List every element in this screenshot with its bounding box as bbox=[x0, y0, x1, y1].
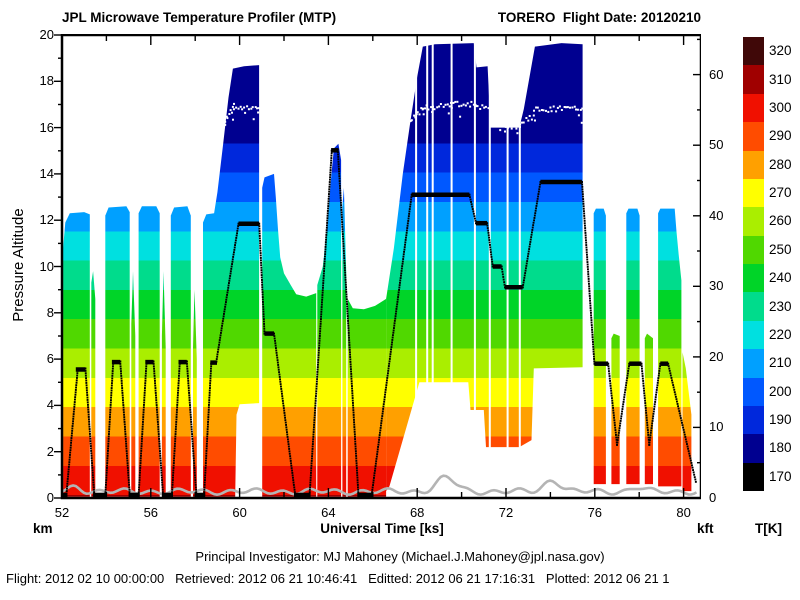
colorbar-tick-230: 230 bbox=[769, 298, 792, 314]
colorbar-tick-270: 270 bbox=[769, 185, 792, 201]
colorbar-band-220 bbox=[743, 320, 764, 350]
y-tick-12: 12 bbox=[39, 212, 54, 228]
colorbar-band-190 bbox=[743, 405, 764, 435]
data-gap-line bbox=[426, 37, 429, 490]
colorbar-tick-210: 210 bbox=[769, 355, 792, 371]
curtain-column bbox=[317, 143, 342, 497]
colorbar-tick-300: 300 bbox=[769, 99, 792, 115]
y-tick-18: 18 bbox=[39, 73, 54, 89]
curtain-column bbox=[105, 206, 130, 497]
colorbar-tick-320: 320 bbox=[769, 43, 792, 59]
kft-tick-60: 60 bbox=[709, 66, 724, 82]
y-tick-8: 8 bbox=[46, 304, 54, 320]
kft-tick-0: 0 bbox=[709, 490, 717, 505]
y-tick-16: 16 bbox=[39, 119, 54, 135]
data-gap-line bbox=[450, 37, 453, 490]
kft-tick-20: 20 bbox=[709, 348, 724, 364]
data-gap-line bbox=[431, 37, 434, 490]
colorbar-band-230 bbox=[743, 292, 764, 321]
curtain-column bbox=[193, 289, 197, 497]
page-title: JPL Microwave Temperature Profiler (MTP) bbox=[62, 10, 337, 25]
colorbar-band-290 bbox=[743, 122, 764, 151]
curtain-column bbox=[644, 333, 653, 485]
data-gap-line bbox=[415, 37, 418, 490]
colorbar-band-170 bbox=[743, 462, 764, 491]
curtain-column bbox=[611, 333, 620, 485]
y-tick-10: 10 bbox=[39, 258, 54, 274]
km-unit-label: km bbox=[33, 521, 53, 536]
curtain-column bbox=[138, 206, 160, 497]
kft-tick-50: 50 bbox=[709, 137, 724, 153]
colorbar-tick-200: 200 bbox=[769, 383, 792, 399]
curtain-column bbox=[593, 208, 606, 485]
x-tick-80: 80 bbox=[676, 505, 691, 520]
x-tick-72: 72 bbox=[498, 505, 514, 520]
x-tick-60: 60 bbox=[232, 505, 247, 520]
x-axis-label: Universal Time [ks] bbox=[320, 521, 444, 536]
kft-tick-40: 40 bbox=[709, 207, 724, 223]
x-tick-68: 68 bbox=[409, 505, 425, 520]
file-info-line: Flight: 2012 02 10 00:00:00 Retrieved: 2… bbox=[6, 571, 670, 586]
curtain-column bbox=[347, 298, 387, 497]
principal-investigator-line: Principal Investigator: MJ Mahoney (Mich… bbox=[195, 549, 605, 564]
colorbar-band-180 bbox=[743, 434, 764, 463]
curtain-column bbox=[63, 212, 90, 497]
colorbar-band-310 bbox=[743, 65, 764, 94]
curtain-column bbox=[386, 43, 583, 492]
data-gap-line bbox=[518, 37, 521, 490]
colorbar-tick-280: 280 bbox=[769, 156, 792, 172]
y-tick-20: 20 bbox=[39, 27, 54, 42]
data-gap-line bbox=[473, 37, 476, 490]
plot-area[interactable] bbox=[50, 34, 701, 500]
data-gap-line bbox=[506, 37, 509, 490]
y-tick-6: 6 bbox=[46, 351, 54, 367]
colorbar-tick-250: 250 bbox=[769, 241, 792, 257]
curtain-column bbox=[91, 271, 96, 497]
colorbar-tick-180: 180 bbox=[769, 440, 792, 456]
x-tick-52: 52 bbox=[54, 505, 70, 520]
colorbar-band-250 bbox=[743, 235, 764, 264]
y-tick-14: 14 bbox=[39, 165, 54, 181]
curtain-column bbox=[262, 173, 317, 497]
colorbar-band-200 bbox=[743, 377, 764, 406]
colorbar bbox=[743, 37, 764, 491]
curtain-column bbox=[658, 208, 682, 487]
data-gap-line bbox=[488, 37, 491, 490]
colorbar-tick-190: 190 bbox=[769, 412, 792, 428]
colorbar-band-240 bbox=[743, 264, 764, 293]
colorbar-tick-290: 290 bbox=[769, 128, 792, 144]
colorbar-band-260 bbox=[743, 207, 764, 236]
y-tick-2: 2 bbox=[46, 443, 54, 459]
kft-tick-10: 10 bbox=[709, 419, 724, 435]
colorbar-tick-220: 220 bbox=[769, 326, 792, 342]
colorbar-tick-240: 240 bbox=[769, 270, 792, 286]
colorbar-title: T[K] bbox=[755, 521, 782, 536]
colorbar-band-270 bbox=[743, 178, 764, 208]
colorbar-tick-310: 310 bbox=[769, 71, 792, 87]
curtain-column bbox=[161, 271, 166, 497]
x-tick-76: 76 bbox=[587, 505, 603, 520]
curtain-column bbox=[626, 208, 640, 485]
y-tick-0: 0 bbox=[46, 490, 54, 505]
curtain-column bbox=[682, 352, 692, 492]
colorbar-tick-170: 170 bbox=[769, 468, 792, 484]
colorbar-band-300 bbox=[743, 93, 764, 123]
colorbar-band-320 bbox=[743, 37, 764, 66]
x-tick-56: 56 bbox=[143, 505, 159, 520]
kft-tick-30: 30 bbox=[709, 278, 724, 294]
colorbar-tick-260: 260 bbox=[769, 213, 792, 229]
curtain-column bbox=[203, 65, 260, 497]
colorbar-band-210 bbox=[743, 349, 764, 378]
y-tick-4: 4 bbox=[46, 397, 54, 413]
colorbar-band-280 bbox=[743, 150, 764, 179]
curtain-column bbox=[131, 271, 136, 497]
kft-unit-label: kft bbox=[697, 521, 714, 536]
x-tick-64: 64 bbox=[321, 505, 336, 520]
flight-date-title: TORERO Flight Date: 20120210 bbox=[497, 10, 701, 25]
